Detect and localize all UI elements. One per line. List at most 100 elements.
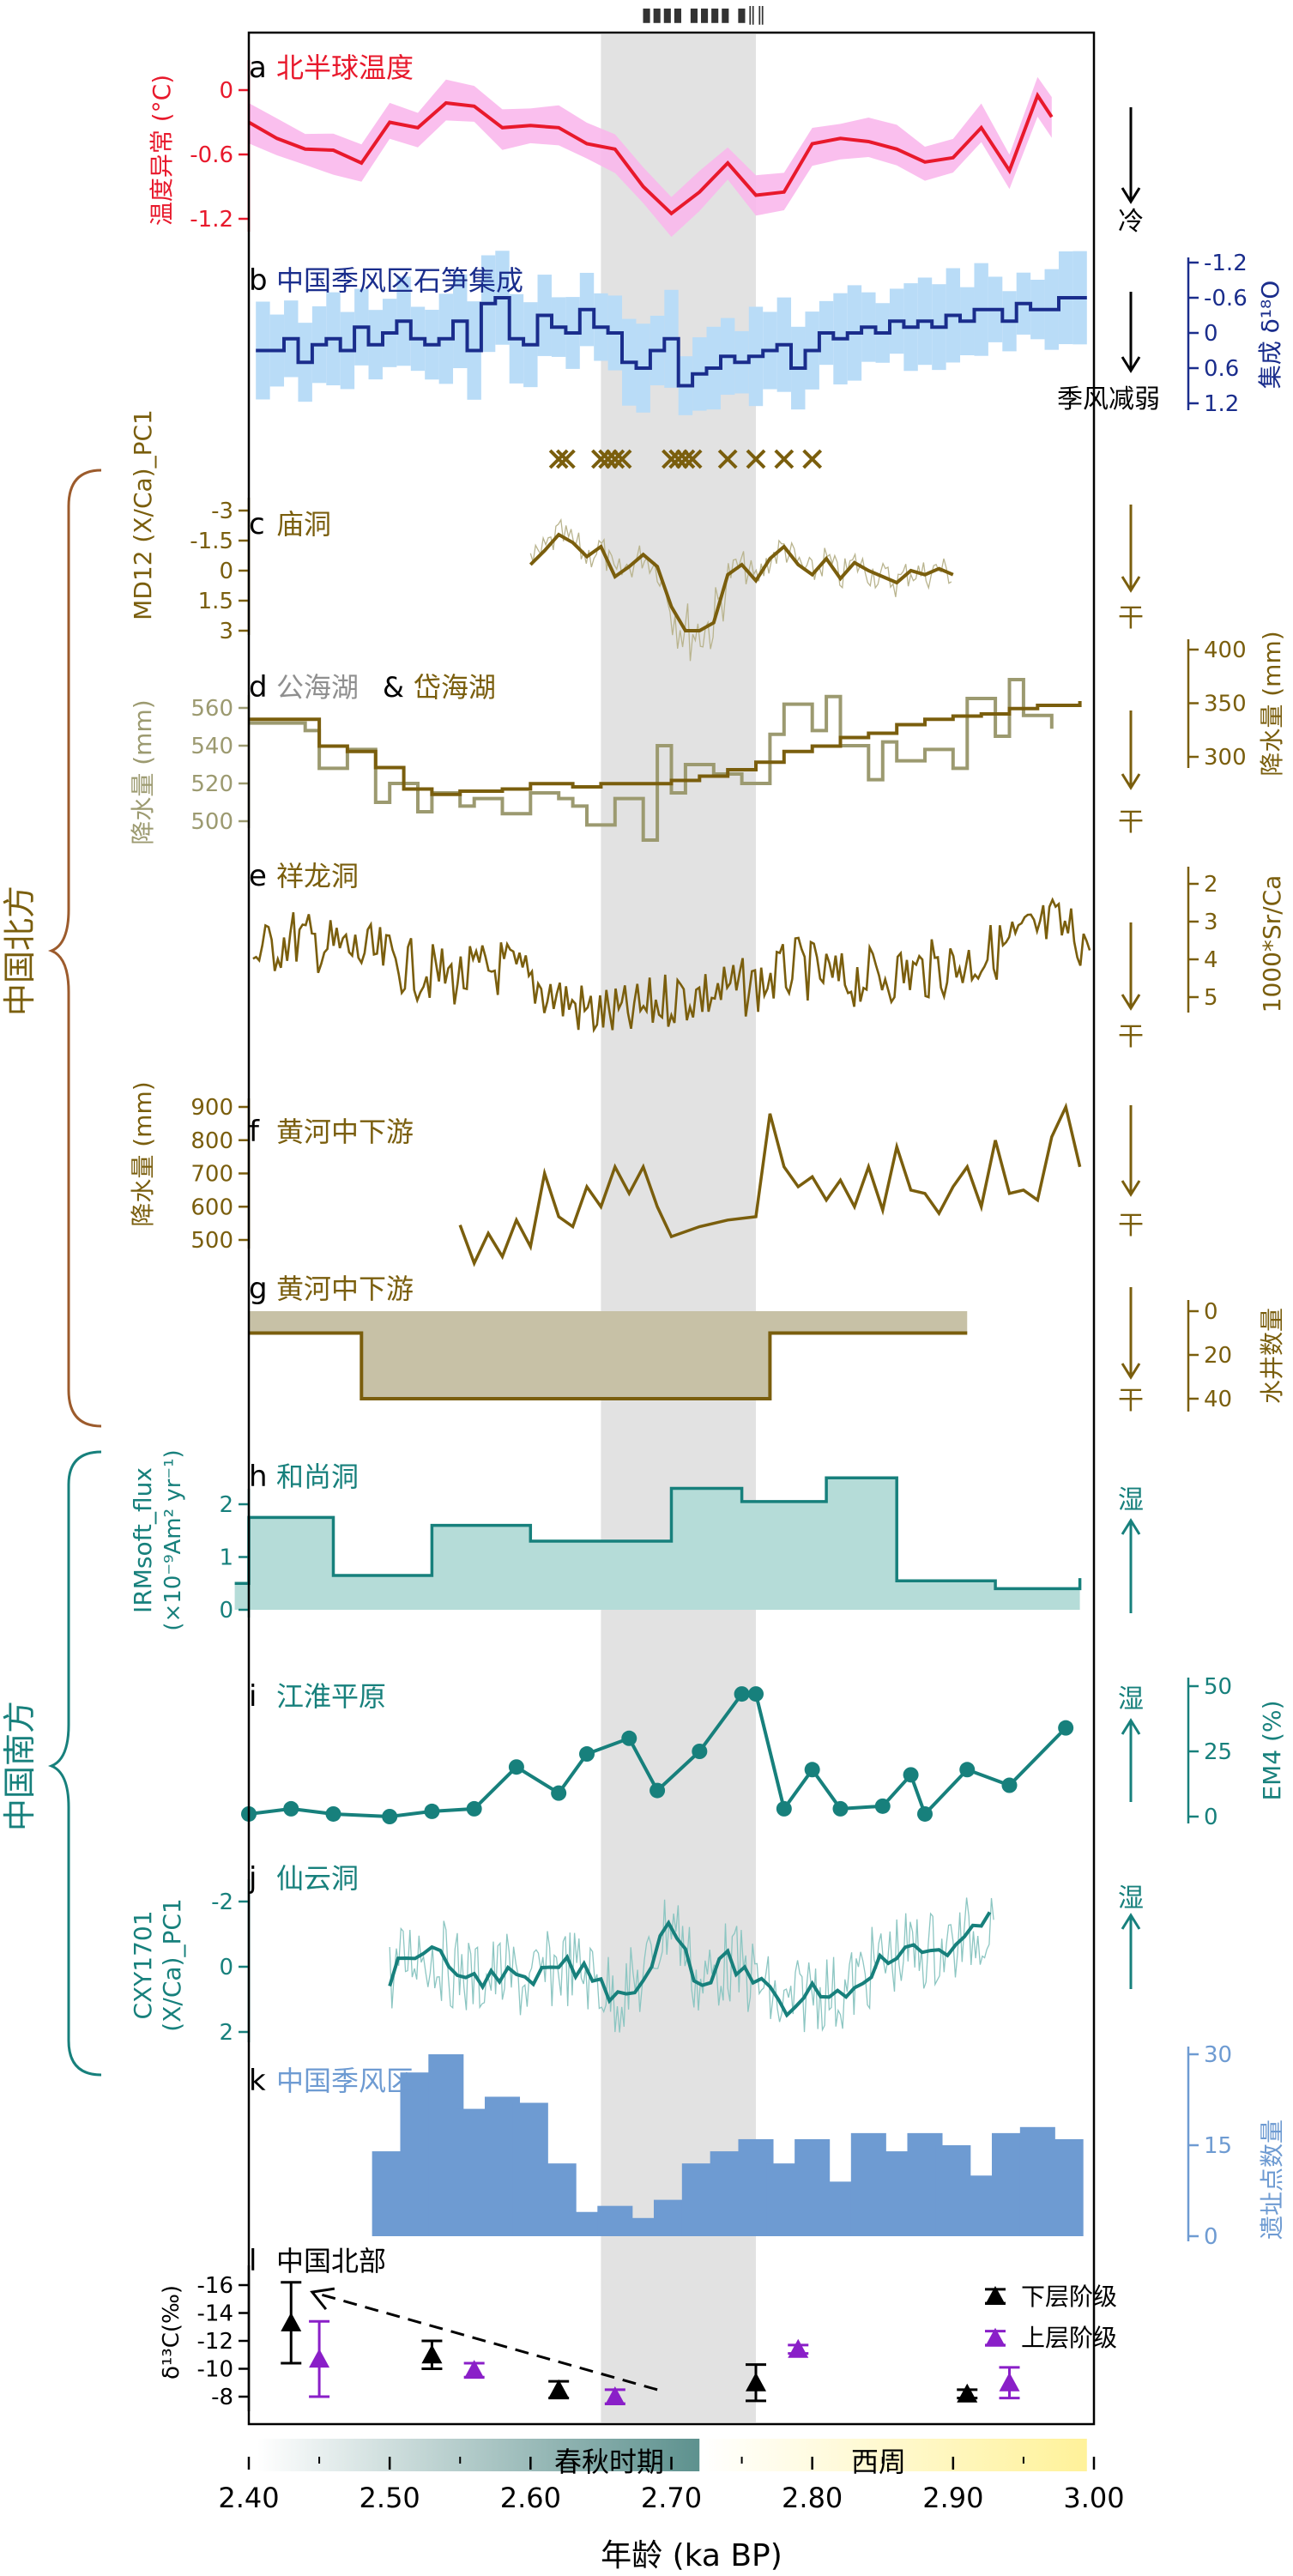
- panel-a-note: 冷: [1118, 207, 1144, 237]
- panel-b-title: 中国季风区石笋集成: [276, 264, 523, 297]
- x-axis-label: 年龄 (ka BP): [601, 2538, 782, 2573]
- panel-j-ylabel: CXY1701: [129, 1910, 157, 2019]
- panel-h-ytick-label: 0: [219, 1598, 233, 1624]
- panel-i-point: [551, 1785, 567, 1801]
- panel-l-ytick-label: -12: [197, 2329, 233, 2355]
- panel-g-note: 干: [1118, 1386, 1144, 1416]
- panel-d-right-ytick-label: 350: [1204, 692, 1247, 717]
- panel-a-line: [248, 91, 1054, 216]
- panel-f-ytick-label: 800: [190, 1128, 233, 1154]
- panel-d-ylabel-right: 降水量 (mm): [1258, 631, 1286, 776]
- panel-j-line: [388, 1911, 992, 2018]
- panel-k-ylabel: 遗址点数量: [1258, 2119, 1286, 2240]
- panel-k-letter: k: [249, 2064, 266, 2098]
- panel-h-ytick-label: 2: [219, 1492, 233, 1518]
- panel-l-upper-point: [604, 2386, 625, 2405]
- north-brace: [47, 469, 102, 1428]
- panel-f-ytick-label: 700: [190, 1162, 233, 1188]
- x-tick-label: 2.60: [500, 2482, 561, 2514]
- panel-g-title: 黄河中下游: [276, 1273, 414, 1305]
- panel-i-point: [804, 1762, 820, 1778]
- panel-b-ytick-label: 1.2: [1204, 391, 1239, 417]
- panel-a-band: [249, 76, 1052, 238]
- panel-b-ytick-label: -1.2: [1204, 251, 1248, 276]
- panel-i-point: [466, 1800, 482, 1817]
- crossmark: [746, 449, 766, 469]
- panel-l-upper-point: [463, 2360, 485, 2379]
- trend-arrow-line: [311, 2290, 658, 2392]
- group-label-north: 中国北方: [1, 886, 39, 1016]
- panel-l-ytick-label: -10: [197, 2357, 233, 2383]
- panel-i-arrow-head: [1121, 1718, 1141, 1735]
- panel-d-title-left: 公海湖: [276, 671, 359, 704]
- south-brace: [47, 1450, 102, 2077]
- panel-d-title-right: 岱海湖: [414, 671, 496, 704]
- panel-i-ytick-label: 25: [1204, 1739, 1232, 1765]
- panel-e-arrow-head: [1121, 994, 1141, 1011]
- panel-i-point: [579, 1746, 595, 1763]
- panel-a-ytick-label: 0: [219, 78, 233, 104]
- legend-lower-marker: [985, 2286, 1006, 2305]
- panel-c-arrow-head: [1121, 576, 1141, 593]
- panel-i-point: [903, 1767, 919, 1783]
- panel-g-ytick-label: 40: [1204, 1387, 1232, 1412]
- panel-f-line: [458, 1102, 1082, 1267]
- panel-j-note: 湿: [1118, 1884, 1144, 1914]
- panel-h-arrow-head: [1121, 1518, 1141, 1535]
- panel-k-title: 中国季风区: [276, 2065, 414, 2097]
- period-chunqiu-label: 春秋时期: [554, 2446, 664, 2478]
- crossmark: [682, 449, 703, 469]
- x-tick-label: 2.70: [641, 2482, 702, 2514]
- panel-e-ytick-label: 5: [1204, 985, 1218, 1011]
- x-tick-label: 2.80: [782, 2482, 843, 2514]
- legend-upper-label: 上层阶级: [1021, 2324, 1117, 2352]
- panel-b-line: [256, 296, 1087, 388]
- panel-i-point: [325, 1805, 341, 1822]
- panel-a-ylabel: 温度异常 (°C): [148, 75, 176, 226]
- panel-i-point: [621, 1730, 637, 1746]
- panel-l-title: 中国北部: [276, 2245, 386, 2277]
- panel-h-title: 和尚洞: [276, 1460, 359, 1493]
- crossmark: [662, 449, 681, 469]
- panel-b-ytick-label: 0: [1204, 321, 1218, 347]
- panel-i-title: 江淮平原: [276, 1680, 386, 1713]
- panel-e-letter: e: [249, 859, 267, 893]
- panel-g-ylabel: 水井数量: [1258, 1308, 1286, 1404]
- panel-d-right-ytick-label: 400: [1204, 638, 1247, 663]
- panel-j-letter: j: [248, 1861, 257, 1896]
- panel-i-point: [776, 1800, 792, 1817]
- panel-j-ylabel2: (X/Ca)_PC1: [158, 1898, 186, 2031]
- panel-a-ytick-label: -1.2: [190, 207, 233, 233]
- panel-c-ylabel: MD12 (X/Ca)_PC1: [129, 409, 157, 620]
- panel-c-ytick-label: 3: [219, 619, 233, 644]
- panel-e-line: [252, 897, 1091, 1034]
- panel-e-note: 干: [1118, 1022, 1144, 1052]
- panel-i-point: [748, 1686, 764, 1702]
- panel-i-point: [1058, 1720, 1074, 1736]
- x-tick-label: 2.40: [218, 2482, 279, 2514]
- panel-l-ytick-label: -8: [211, 2385, 233, 2410]
- panel-l-upper-point: [999, 2372, 1020, 2392]
- panel-k-ytick-label: 15: [1204, 2133, 1232, 2159]
- panel-f-note: 干: [1118, 1211, 1144, 1241]
- panel-d-amp: &: [383, 671, 404, 704]
- panel-f-ylabel: 降水量 (mm): [129, 1081, 157, 1226]
- x-tick-label: 3.00: [1063, 2482, 1124, 2514]
- panel-i-point: [508, 1759, 524, 1775]
- crossmark: [555, 449, 576, 469]
- panel-i-point: [959, 1762, 976, 1778]
- panel-j-ytick-label: -2: [211, 1890, 233, 1915]
- panel-l-letter: l: [249, 2244, 257, 2278]
- panel-a-title: 北半球温度: [276, 51, 414, 84]
- panel-g-letter: g: [249, 1272, 268, 1306]
- panel-d-daihai-line: [249, 701, 1082, 796]
- panel-f-arrow-head: [1121, 1180, 1141, 1197]
- panel-a-arrow-head: [1121, 187, 1141, 204]
- period-chunqiu-bar: [257, 2439, 700, 2471]
- panel-d-letter: d: [249, 670, 268, 704]
- panel-j-raw-line: [389, 1897, 994, 2033]
- panel-i-point: [917, 1805, 933, 1822]
- plot-frame: [247, 31, 1096, 2426]
- panel-i-point: [424, 1803, 440, 1819]
- panel-c-ytick-label: -1.5: [190, 529, 233, 554]
